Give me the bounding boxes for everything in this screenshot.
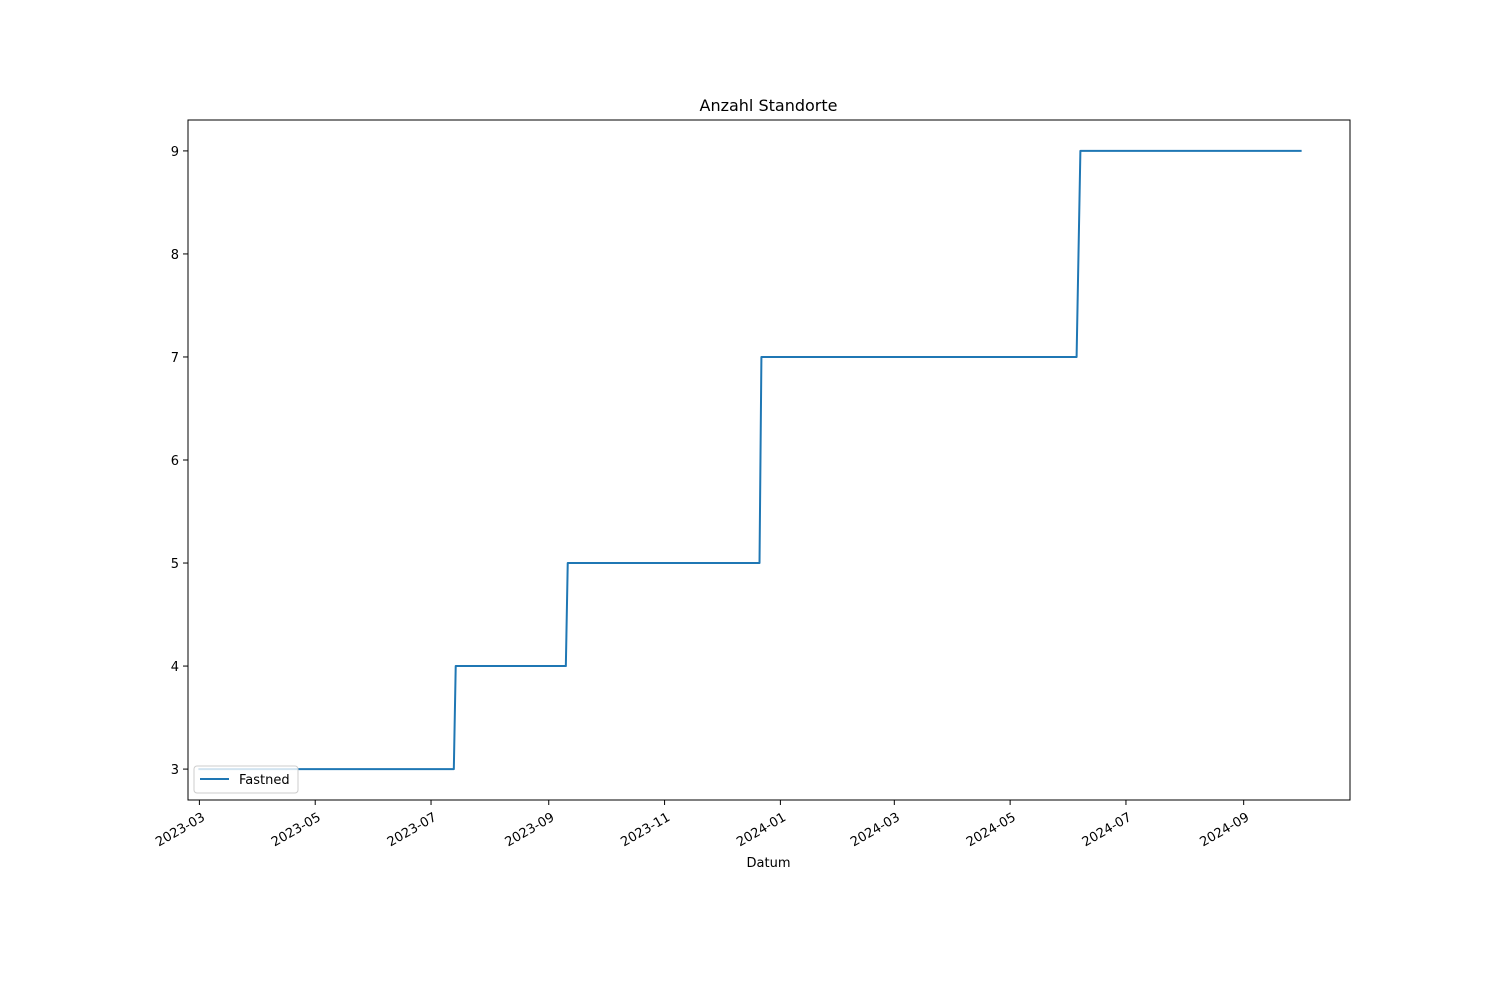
y-tick-label: 9 bbox=[171, 145, 179, 160]
series-line-fastned bbox=[198, 149, 1302, 771]
y-tick-label: 8 bbox=[171, 248, 179, 263]
x-axis-label: Datum bbox=[747, 856, 791, 871]
y-tick-label: 5 bbox=[171, 557, 179, 572]
chart-title: Anzahl Standorte bbox=[700, 96, 838, 115]
y-tick-label: 6 bbox=[171, 454, 179, 469]
y-tick-label: 7 bbox=[171, 351, 179, 366]
legend-label-fastned: Fastned bbox=[239, 773, 290, 788]
legend: Fastned bbox=[193, 765, 299, 794]
y-tick-label: 3 bbox=[171, 763, 179, 778]
legend-box bbox=[193, 765, 299, 794]
y-tick-label: 4 bbox=[171, 660, 179, 675]
